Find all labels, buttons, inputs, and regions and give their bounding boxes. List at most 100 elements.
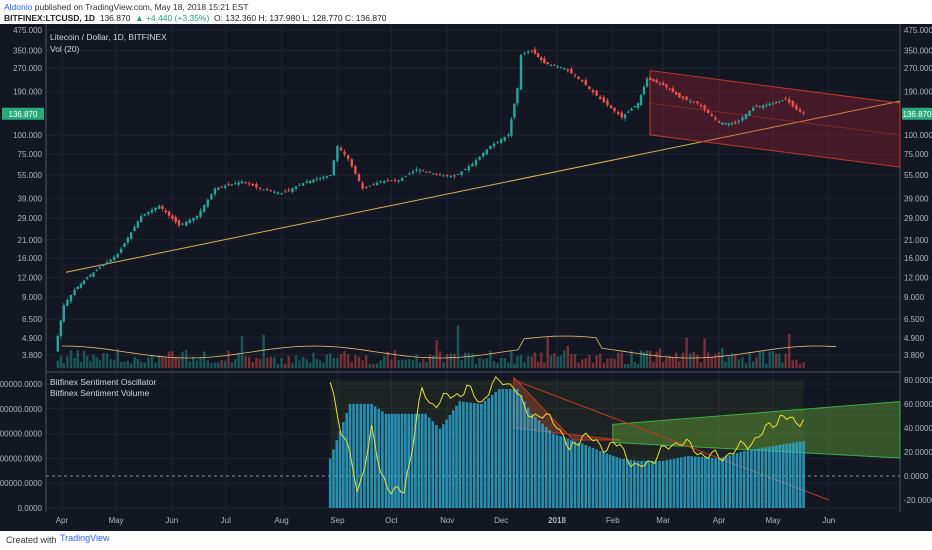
volume-bar xyxy=(358,357,360,368)
candle-body xyxy=(336,146,338,161)
candle-body xyxy=(523,53,525,54)
volume-bar xyxy=(203,351,205,368)
sentiment-volume-bar xyxy=(487,398,490,508)
sentiment-volume-bar xyxy=(592,448,595,508)
candle-body xyxy=(482,153,484,156)
volume-bar xyxy=(762,350,764,368)
candle-body xyxy=(429,172,431,173)
candle-body xyxy=(273,192,275,193)
volume-bar xyxy=(795,360,797,368)
candle-body xyxy=(203,205,205,212)
candle-body xyxy=(721,123,723,125)
candle-body xyxy=(627,112,629,113)
volume-bar xyxy=(379,360,381,368)
volume-bar xyxy=(113,360,115,368)
volume-bar xyxy=(624,364,626,368)
sentiment-volume-bar xyxy=(704,457,707,508)
candle-body xyxy=(333,160,335,175)
volume-bar xyxy=(306,359,308,368)
candle-body xyxy=(652,79,654,81)
candle-body xyxy=(621,112,623,117)
candle-body xyxy=(703,105,705,109)
volume-bar xyxy=(354,355,356,368)
volume-indicator-title: Vol (20) xyxy=(50,44,79,54)
volume-bar xyxy=(343,351,345,368)
sentiment-volume-bar xyxy=(491,395,494,508)
volume-bar xyxy=(560,355,562,368)
volume-bar xyxy=(415,354,417,368)
candle-body xyxy=(312,180,314,183)
volume-bar xyxy=(237,353,239,368)
sentiment-volume-bar xyxy=(574,441,577,508)
sentiment-volume-bar xyxy=(782,444,785,508)
volume-bar xyxy=(130,364,132,368)
candle-body xyxy=(295,187,297,189)
ohlc-values: O: 132.360 H: 137.980 L: 128.770 C: 136.… xyxy=(214,13,387,23)
volume-bar xyxy=(453,354,455,368)
candle-body xyxy=(606,100,608,105)
sentiment-volume-bar xyxy=(462,402,465,508)
candle-body xyxy=(471,164,473,166)
candle-body xyxy=(504,137,506,141)
candle-body xyxy=(675,92,677,95)
osc-right-tick: 0.0000 xyxy=(904,472,929,481)
volume-bar xyxy=(665,357,667,368)
volume-bar xyxy=(678,361,680,368)
candle-body xyxy=(298,185,300,186)
candle-body xyxy=(734,122,736,124)
volume-bar xyxy=(752,361,754,368)
chart-canvas[interactable]: Apr May Jun Jul Aug Sep Oct Nov Dec 2018 Feb Mar Apr… xyxy=(0,24,932,531)
volume-bar xyxy=(682,353,684,368)
tradingview-link[interactable]: TradingView xyxy=(60,533,110,543)
candle-body xyxy=(543,59,545,63)
volume-bar xyxy=(630,351,632,368)
volume-bar xyxy=(574,354,576,368)
volume-bar xyxy=(401,360,403,368)
volume-bar xyxy=(106,354,108,368)
volume-bar xyxy=(585,358,587,368)
volume-bar xyxy=(158,356,160,368)
x-tick-label: Jun xyxy=(165,516,178,525)
candle-body xyxy=(496,141,498,142)
author-link[interactable]: Aldonio xyxy=(4,2,32,12)
volume-bar xyxy=(500,358,502,368)
candle-body xyxy=(158,206,160,209)
candle-body xyxy=(769,104,771,105)
y-tick-label-left: 12.000 xyxy=(18,274,43,283)
sentiment-volume-bar xyxy=(455,406,458,508)
candle-body xyxy=(140,216,142,222)
candle-body xyxy=(772,103,774,104)
sentiment-volume-bar xyxy=(606,453,609,508)
candle-body xyxy=(237,182,239,184)
candle-body xyxy=(603,97,605,102)
volume-bar xyxy=(210,363,212,368)
sentiment-volume-bar xyxy=(404,414,407,508)
candle-body xyxy=(57,336,59,352)
candle-body xyxy=(185,222,187,226)
candle-body xyxy=(171,216,173,219)
candle-body xyxy=(270,190,272,191)
sentiment-volume-bar xyxy=(473,403,476,508)
volume-bar xyxy=(718,352,720,368)
volume-bar xyxy=(221,360,223,368)
sentiment-volume-bar xyxy=(577,442,580,508)
candle-body xyxy=(516,88,518,103)
volume-bar xyxy=(361,361,363,368)
volume-bar xyxy=(527,356,529,368)
volume-bar xyxy=(120,362,122,368)
volume-bar xyxy=(66,356,68,368)
volume-bar xyxy=(588,355,590,368)
volume-bar xyxy=(192,357,194,368)
candle-body xyxy=(662,83,664,85)
candle-body xyxy=(284,191,286,192)
volume-bar xyxy=(224,361,226,368)
sentiment-volume-bar xyxy=(469,403,472,508)
candle-body xyxy=(89,275,91,277)
candle-body xyxy=(707,110,709,113)
candle-body xyxy=(189,220,191,223)
volume-bar xyxy=(523,362,525,368)
candle-body xyxy=(570,69,572,74)
candle-body xyxy=(731,124,733,125)
x-tick-label: 2018 xyxy=(548,516,566,525)
sentiment-volume-bar xyxy=(655,461,658,508)
